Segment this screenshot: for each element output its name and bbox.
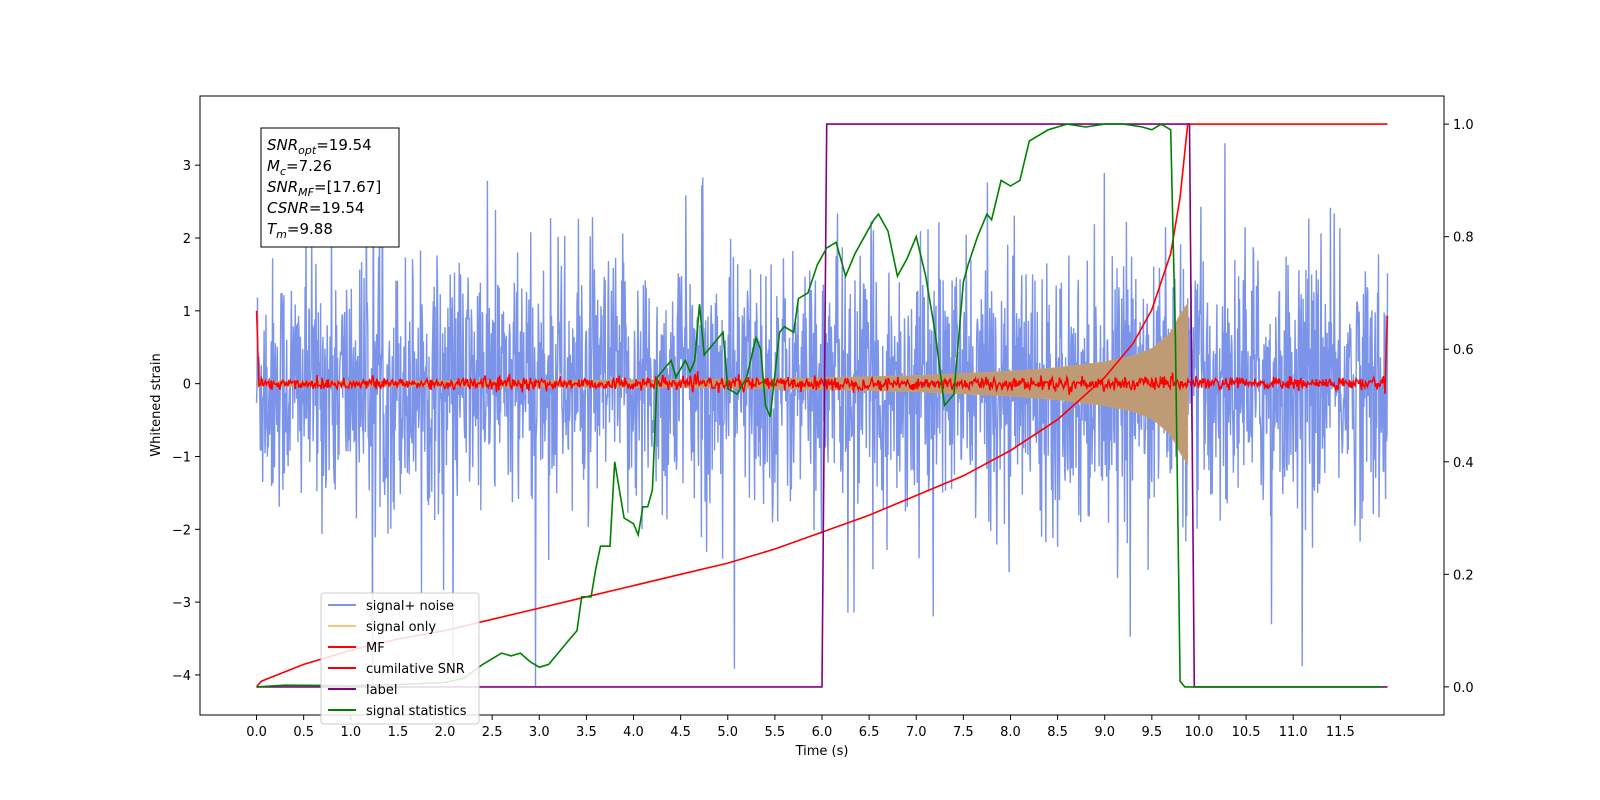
x-tick-label: 8.5 xyxy=(1047,725,1068,740)
y2-tick-label: 0.6 xyxy=(1453,343,1474,358)
annotation-value: =[17.67] xyxy=(314,178,381,196)
series-layer xyxy=(255,123,1389,688)
legend-entry-label: signal statistics xyxy=(366,704,467,719)
x-tick-label: 7.5 xyxy=(953,725,974,740)
y2-tick-label: 0.0 xyxy=(1453,681,1474,696)
x-tick-label: 4.0 xyxy=(623,725,644,740)
legend-frame xyxy=(320,592,480,725)
x-tick-label: 10.0 xyxy=(1184,725,1213,740)
x-tick-label: 7.0 xyxy=(906,725,927,740)
series-signal-noise xyxy=(255,143,1389,686)
annotation-symbol: SNR xyxy=(267,136,298,154)
y-tick-label: −1 xyxy=(172,450,191,465)
y2-tick-label: 0.2 xyxy=(1453,568,1474,583)
x-tick-label: 2.0 xyxy=(435,725,456,740)
legend-entry-label: signal+ noise xyxy=(366,599,454,614)
x-tick-label: 6.5 xyxy=(859,725,880,740)
annotation-subscript: opt xyxy=(298,144,317,157)
x-tick-label: 9.0 xyxy=(1094,725,1115,740)
y2-tick-label: 0.8 xyxy=(1453,231,1474,246)
x-tick-label: 0.0 xyxy=(246,725,267,740)
x-tick-label: 8.0 xyxy=(1000,725,1021,740)
annotation-line: SNRMF=[17.67] xyxy=(267,178,381,199)
y-tick-label: −3 xyxy=(172,596,191,611)
y-axis-label: Whitened strain xyxy=(149,353,164,456)
x-tick-label: 10.5 xyxy=(1232,725,1261,740)
x-tick-label: 4.5 xyxy=(670,725,691,740)
annotation-value: =19.54 xyxy=(316,136,372,154)
x-tick-label: 6.0 xyxy=(812,725,833,740)
annotation-box: SNRopt=19.54Mc=7.26SNRMF=[17.67]CSNR=19.… xyxy=(260,127,400,248)
annotation-subscript: c xyxy=(280,165,286,178)
y-tick-label: 0 xyxy=(183,378,191,393)
y2-tick-label: 1.0 xyxy=(1453,118,1474,133)
series-signal-statistics xyxy=(256,123,1383,688)
annotation-symbol: T xyxy=(267,220,278,238)
series-mf xyxy=(255,310,1389,395)
x-tick-label: 3.0 xyxy=(529,725,550,740)
y-tick-label: 3 xyxy=(183,159,191,174)
x-tick-label: 11.5 xyxy=(1326,725,1355,740)
y-tick-label: −2 xyxy=(172,523,191,538)
annotation-symbol: M xyxy=(267,157,280,175)
x-tick-label: 3.5 xyxy=(576,725,597,740)
annotation-symbol: CSNR xyxy=(267,199,309,217)
legend-entry-label: signal only xyxy=(366,620,436,635)
annotation-frame xyxy=(260,127,400,248)
x-tick-label: 1.5 xyxy=(388,725,409,740)
annotation-symbol: SNR xyxy=(267,178,298,196)
annotation-line: Mc=7.26 xyxy=(267,157,332,178)
annotation-subscript: m xyxy=(276,228,287,241)
annotation-value: =7.26 xyxy=(286,157,332,175)
x-tick-label: 0.5 xyxy=(293,725,314,740)
y-tick-label: −4 xyxy=(172,669,191,684)
annotation-line: Tm=9.88 xyxy=(267,220,333,241)
x-axis: 0.0 0.5 1.0 1.5 2.0 2.5 3.0 3.5 4.0 4.5 5.0 5.5 6.0 6… xyxy=(246,715,1355,740)
x-tick-label: 9.5 xyxy=(1142,725,1163,740)
annotation-value: =9.88 xyxy=(287,220,333,238)
y-tick-label: 2 xyxy=(183,232,191,247)
annotation-value: =19.54 xyxy=(309,199,365,217)
x-tick-label: 1.0 xyxy=(340,725,361,740)
legend-entry-label: cumilative SNR xyxy=(366,662,465,677)
x-axis-label: Time (s) xyxy=(795,744,849,759)
y-axis-left: 3 2 1 0 −1 −2 −3 −4 xyxy=(172,159,200,684)
x-tick-label: 11.0 xyxy=(1279,725,1308,740)
legend: signal+ noise signal only MF cumilative SNR… xyxy=(320,592,480,725)
annotation-subscript: MF xyxy=(298,186,314,199)
x-tick-label: 5.5 xyxy=(765,725,786,740)
annotation-line: SNRopt=19.54 xyxy=(267,136,372,157)
legend-entry-label: MF xyxy=(366,641,385,656)
annotation-line: CSNR=19.54 xyxy=(267,199,364,217)
x-tick-label: 5.0 xyxy=(717,725,738,740)
y-tick-label: 1 xyxy=(183,305,191,320)
y2-tick-label: 0.4 xyxy=(1453,456,1474,471)
x-tick-label: 2.5 xyxy=(482,725,503,740)
y-axis-right: 0.0 0.2 0.4 0.6 0.8 1.0 xyxy=(1444,118,1474,696)
legend-entry-label: label xyxy=(366,683,397,698)
